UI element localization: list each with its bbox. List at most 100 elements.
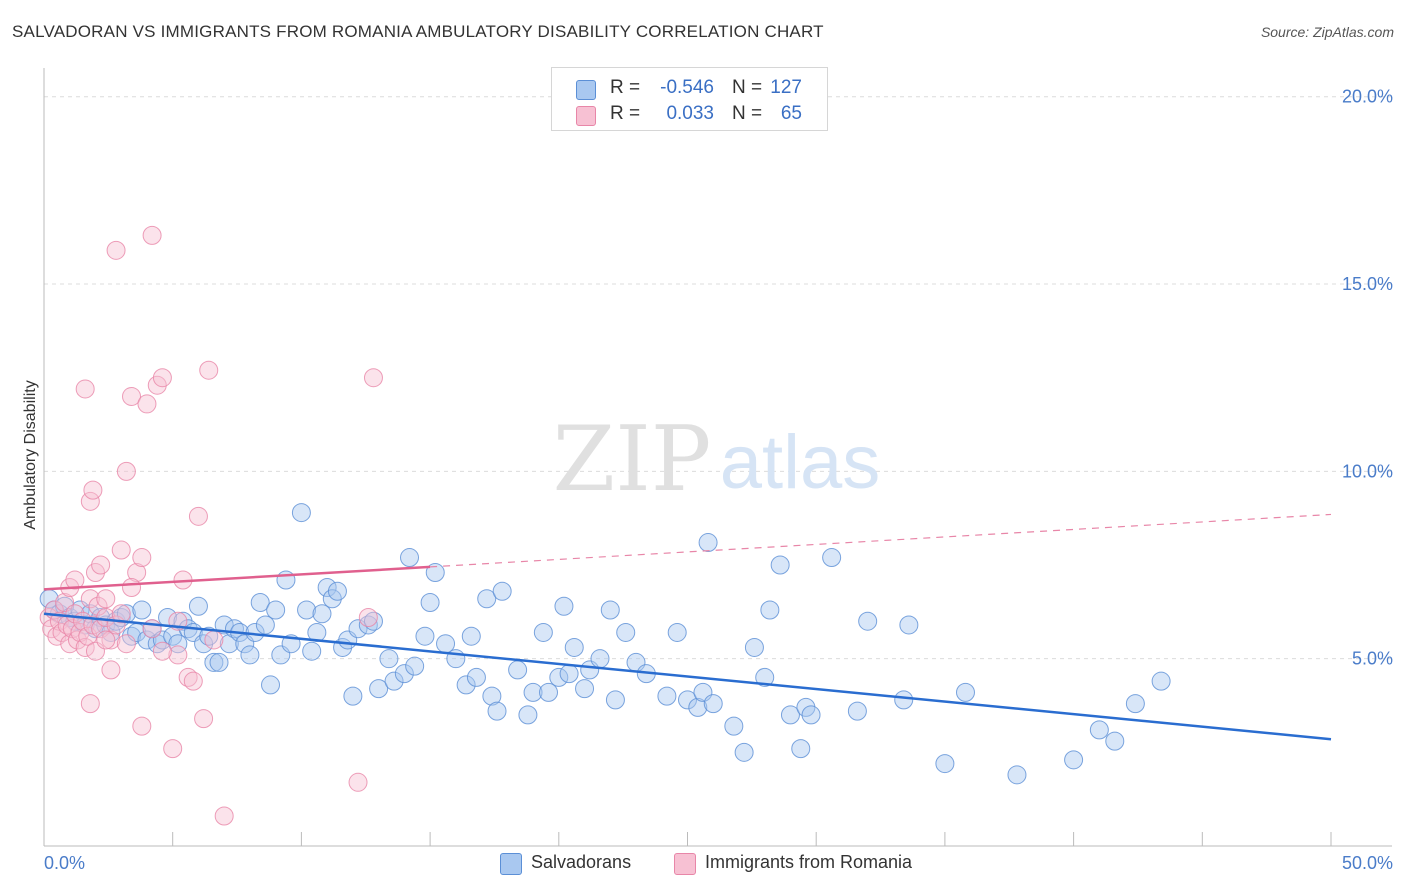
salvadoran-point (703, 694, 723, 714)
romania-point (80, 694, 100, 714)
x-tick-labels: 0.0% 50.0% (44, 853, 1393, 873)
salvadoran-point (559, 664, 579, 684)
salvadoran-point (1125, 694, 1145, 714)
romania-point (88, 596, 108, 616)
romania-point (204, 630, 224, 650)
salvadoran-point (549, 667, 569, 687)
trend-lines (43, 513, 1332, 741)
legend-n-label: N = (732, 77, 763, 98)
romania-trend-line (43, 565, 431, 591)
salvadoran-point (605, 690, 625, 710)
legend-row-salvadorans: R = -0.546 N = 127 (552, 76, 827, 102)
romania-point (75, 637, 95, 657)
grid-lines (44, 96, 1392, 660)
romania-point (65, 570, 85, 590)
legend-swatch-romania (576, 106, 596, 126)
legend-r-label: R = (610, 103, 641, 124)
romania-trend-extension (430, 513, 1332, 568)
salvadorans-points (39, 503, 1171, 785)
legend-n-label: N = (732, 103, 763, 124)
romania-point (363, 368, 383, 388)
series-legend: Salvadorans Immigrants from Romania (0, 852, 1406, 878)
salvadoran-point (312, 604, 332, 624)
salvadoran-point (297, 600, 317, 620)
salvadoran-point (508, 660, 528, 680)
romania-point (80, 491, 100, 511)
salvadoran-point (1105, 731, 1125, 751)
salvadoran-point (1089, 720, 1109, 740)
legend-swatch-romania (674, 853, 696, 875)
romania-point (127, 563, 147, 583)
romania-point (214, 806, 234, 826)
romania-point (111, 604, 131, 624)
salvadoran-point (657, 686, 677, 706)
chart-title: SALVADORAN VS IMMIGRANTS FROM ROMANIA AM… (12, 22, 824, 41)
salvadoran-point (894, 690, 914, 710)
legend-label-romania: Immigrants from Romania (705, 852, 913, 872)
salvadoran-point (477, 589, 497, 609)
salvadoran-point (456, 675, 476, 695)
romania-point (152, 368, 172, 388)
salvadoran-point (379, 649, 399, 669)
salvadoran-point (466, 667, 486, 687)
watermark-atlas: atlas (720, 420, 881, 505)
salvadoran-point (255, 615, 275, 635)
romania-point (101, 630, 121, 650)
salvadoran-point (744, 637, 764, 657)
romania-points (39, 225, 383, 826)
salvadoran-point (204, 652, 224, 672)
source-label: Source: ZipAtlas.com (1260, 24, 1394, 40)
salvadoran-point (616, 622, 636, 642)
romania-point (199, 360, 219, 380)
legend-n-value: 65 (780, 103, 802, 124)
salvadoran-point (1064, 750, 1084, 770)
salvadoran-point (291, 503, 311, 523)
legend-label-salvadorans: Salvadorans (531, 852, 632, 872)
romania-point (163, 739, 183, 759)
salvadoran-point (363, 611, 383, 631)
romania-point (132, 548, 152, 568)
salvadoran-point (436, 634, 456, 654)
correlation-legend: R = -0.546 N = 127 R = 0.033 N = 65 (551, 67, 828, 131)
romania-point (67, 630, 87, 650)
legend-swatch-salvadorans (500, 853, 522, 875)
x-tick-label-max: 50.0% (1342, 853, 1393, 873)
y-tick-labels: 5.0% 10.0% 15.0% 20.0% (1342, 87, 1393, 669)
salvadoran-point (384, 671, 404, 691)
salvadoran-point (755, 667, 775, 687)
romania-point (183, 671, 203, 691)
salvadoran-point (240, 645, 260, 665)
salvadoran-point (539, 682, 559, 702)
salvadoran-point (523, 682, 543, 702)
salvadoran-point (724, 716, 744, 736)
romania-point (168, 645, 188, 665)
romania-point (188, 506, 208, 526)
romania-point (96, 589, 116, 609)
salvadoran-point (394, 664, 414, 684)
salvadoran-point (420, 592, 440, 612)
y-tick-label: 20.0% (1342, 87, 1393, 107)
salvadoran-point (317, 578, 337, 598)
romania-point (80, 589, 100, 609)
y-tick-label: 5.0% (1352, 649, 1393, 669)
salvadoran-point (266, 600, 286, 620)
salvadoran-point (575, 679, 595, 699)
salvadoran-point (132, 600, 152, 620)
romania-point (132, 716, 152, 736)
romania-point (116, 461, 136, 481)
legend-row-romania: R = 0.033 N = 65 (552, 102, 827, 128)
salvadoran-point (734, 742, 754, 762)
salvadoran-point (791, 739, 811, 759)
salvadoran-point (137, 630, 157, 650)
salvadoran-point (822, 548, 842, 568)
romania-point (358, 607, 378, 627)
salvadoran-point (482, 686, 502, 706)
salvadoran-point (590, 649, 610, 669)
salvadoran-point (847, 701, 867, 721)
romania-point (122, 578, 142, 598)
salvadoran-point (214, 615, 234, 635)
salvadoran-point (801, 705, 821, 725)
salvadoran-point (1151, 671, 1171, 691)
salvadoran-point (564, 637, 584, 657)
salvadoran-point (261, 675, 281, 695)
